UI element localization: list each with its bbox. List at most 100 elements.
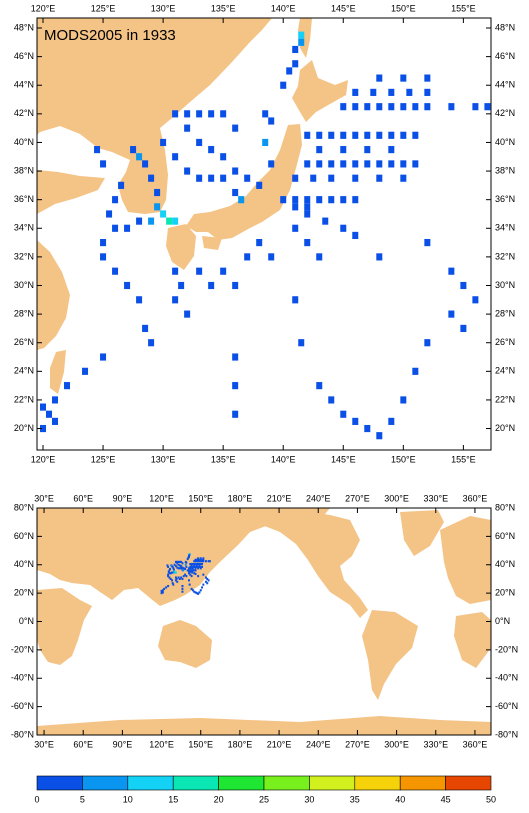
observation-cell (168, 576, 171, 579)
y-tick-label-left: -20°N (11, 644, 34, 654)
observation-cell (188, 579, 190, 582)
observation-cell (484, 103, 491, 111)
x-tick-label-top: 330°E (423, 493, 448, 503)
observation-cell (268, 160, 275, 168)
observation-cell (176, 560, 179, 563)
y-tick-label-left: 34°N (14, 223, 34, 233)
observation-cell (197, 565, 200, 568)
observation-cell (196, 558, 199, 561)
observation-cell (197, 592, 200, 595)
observation-cell (352, 231, 359, 240)
observation-cell (189, 567, 192, 570)
colorbar-label: 30 (304, 794, 314, 804)
y-tick-label-left: -60°N (11, 701, 34, 711)
observation-cell (412, 367, 419, 375)
observation-cell (202, 560, 205, 563)
observation-cell (148, 217, 155, 225)
observation-cell (292, 45, 299, 54)
observation-cell (472, 296, 479, 304)
observation-cell (186, 558, 189, 561)
observation-cell (460, 324, 467, 332)
observation-cell (180, 576, 183, 579)
observation-cell (197, 562, 200, 566)
observation-cell (193, 560, 196, 563)
observation-cell (148, 174, 155, 182)
colorbar-label: 50 (486, 794, 496, 804)
observation-cell (166, 217, 173, 225)
observation-cell (201, 565, 204, 568)
observation-cell (172, 217, 179, 225)
observation-cell (196, 110, 203, 118)
y-tick-label-left: 40°N (14, 559, 34, 569)
y-tick-label-left: 38°N (14, 165, 34, 175)
y-tick-label-left: 20°N (14, 423, 34, 433)
observation-cell (304, 160, 311, 168)
y-tick-label-right: 46°N (495, 51, 515, 61)
observation-cell (352, 88, 359, 96)
x-tick-label-top: 240°E (306, 493, 331, 503)
observation-cell (328, 174, 335, 182)
x-tick-label-bottom: 120°E (31, 454, 56, 464)
observation-cell (172, 267, 179, 275)
x-tick-label-bottom: 120°E (149, 739, 174, 749)
observation-cell (376, 131, 383, 139)
observation-cell (220, 153, 227, 161)
observation-cell (316, 146, 323, 154)
observation-cell (154, 203, 161, 211)
y-tick-label-right: -20°N (495, 644, 518, 654)
observation-cell (100, 239, 107, 247)
observation-cell (202, 557, 205, 560)
observation-cell (177, 560, 180, 563)
observation-cell (340, 410, 347, 418)
observation-cell (94, 146, 101, 154)
x-tick-label-top: 125°E (91, 3, 116, 13)
observation-cell (174, 565, 177, 568)
y-tick-label-right: 28°N (495, 308, 515, 318)
observation-cell (167, 570, 170, 573)
observation-cell (370, 88, 377, 96)
x-tick-label-bottom: 60°E (73, 739, 93, 749)
observation-cell (198, 565, 201, 568)
observation-cell (188, 567, 190, 570)
observation-cell (400, 74, 407, 82)
observation-cell (316, 253, 323, 261)
observation-cell (165, 586, 168, 589)
observation-cell (148, 339, 155, 347)
observation-cell (388, 103, 395, 111)
x-tick-label-top: 130°E (151, 3, 176, 13)
observation-cell (198, 558, 201, 561)
observation-cell (161, 589, 164, 592)
observation-cell (400, 160, 407, 168)
observation-cell (460, 281, 467, 290)
y-tick-label-left: 60°N (14, 531, 34, 541)
x-tick-label-bottom: 155°E (451, 454, 476, 464)
observation-cell (364, 146, 371, 154)
observation-cell (304, 203, 311, 211)
x-tick-label-top: 180°E (228, 493, 253, 503)
observation-cell (193, 572, 196, 575)
observation-cell (190, 564, 193, 567)
y-tick-label-right: 38°N (495, 165, 515, 175)
observation-cell (202, 573, 205, 576)
observation-cell (388, 146, 395, 154)
observation-cell (388, 131, 395, 139)
observation-cell (232, 382, 239, 390)
observation-cell (196, 267, 203, 275)
observation-cell (171, 579, 173, 582)
observation-cell (199, 562, 202, 566)
y-tick-label-left: 36°N (14, 194, 34, 204)
observation-cell (181, 566, 184, 569)
observation-cell (185, 565, 188, 568)
observation-cell (190, 587, 193, 590)
observation-cell (154, 188, 161, 197)
observation-cell (188, 572, 190, 575)
observation-cell (262, 138, 269, 147)
observation-cell (191, 571, 194, 574)
observation-cell (167, 575, 170, 578)
observation-cell (200, 558, 203, 561)
observation-cell (208, 560, 211, 563)
colorbar-swatch (354, 775, 401, 791)
observation-cell (400, 103, 407, 111)
observation-cell (220, 110, 227, 118)
observation-cell (208, 174, 215, 182)
